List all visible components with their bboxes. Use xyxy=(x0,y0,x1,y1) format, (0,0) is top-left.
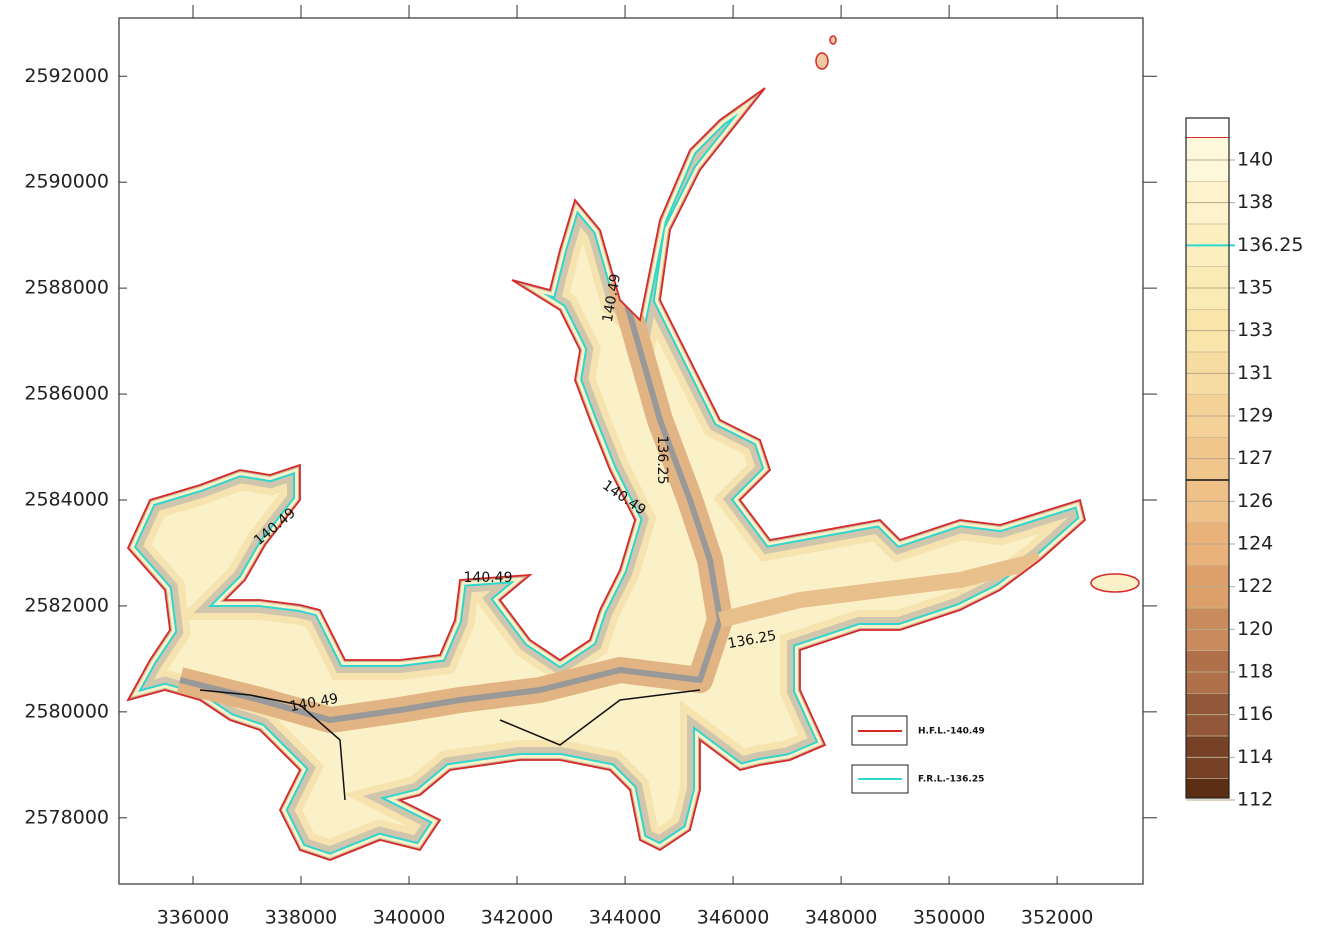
colorbar-label: 127 xyxy=(1237,447,1273,469)
colorbar-label: 140 xyxy=(1237,149,1273,171)
reservoir xyxy=(128,36,1139,860)
y-tick-label: 2582000 xyxy=(24,594,109,616)
legend xyxy=(852,716,908,793)
x-tick-label: 352000 xyxy=(1021,907,1094,929)
y-tick-label: 2590000 xyxy=(24,171,109,193)
legend-label: H.F.L.-140.49 xyxy=(918,727,985,737)
colorbar-label: 114 xyxy=(1237,746,1273,768)
colorbar-label: 133 xyxy=(1237,319,1273,341)
chart: 140.49 140.49 140.49 140.49 140.49 136.2… xyxy=(0,0,1324,934)
colorbar-label: 131 xyxy=(1237,362,1273,384)
contour-label: 136.25 xyxy=(654,436,670,485)
colorbar-label: 129 xyxy=(1237,405,1273,427)
x-tick-label: 346000 xyxy=(697,907,770,929)
colorbar-label: 136.25 xyxy=(1237,234,1303,256)
colorbar-label: 135 xyxy=(1237,277,1273,299)
y-tick-label: 2592000 xyxy=(24,65,109,87)
colorbar-label: 118 xyxy=(1237,661,1273,683)
x-tick-label: 348000 xyxy=(805,907,878,929)
colorbar-label: 124 xyxy=(1237,533,1273,555)
contour-label: 140.49 xyxy=(464,570,513,586)
x-tick-label: 336000 xyxy=(157,907,230,929)
colorbar-band xyxy=(1186,779,1229,798)
legend-label: F.R.L.-136.25 xyxy=(918,775,984,785)
y-tick-label: 2578000 xyxy=(24,806,109,828)
x-tick-label: 342000 xyxy=(481,907,554,929)
colorbar-top xyxy=(1186,118,1229,138)
y-tick-label: 2580000 xyxy=(24,700,109,722)
y-tick-label: 2586000 xyxy=(24,383,109,405)
x-tick-label: 338000 xyxy=(265,907,338,929)
x-tick-label: 344000 xyxy=(589,907,662,929)
colorbar-label: 122 xyxy=(1237,575,1273,597)
x-tick-label: 340000 xyxy=(373,907,446,929)
x-tick-label: 350000 xyxy=(913,907,986,929)
colorbar-label: 138 xyxy=(1237,191,1273,213)
colorbar-label: 120 xyxy=(1237,618,1273,640)
colorbar-label: 116 xyxy=(1237,703,1273,725)
y-tick-label: 2584000 xyxy=(24,488,109,510)
colorbar-label: 112 xyxy=(1237,789,1273,811)
y-tick-label: 2588000 xyxy=(24,277,109,299)
colorbar-label: 126 xyxy=(1237,490,1273,512)
